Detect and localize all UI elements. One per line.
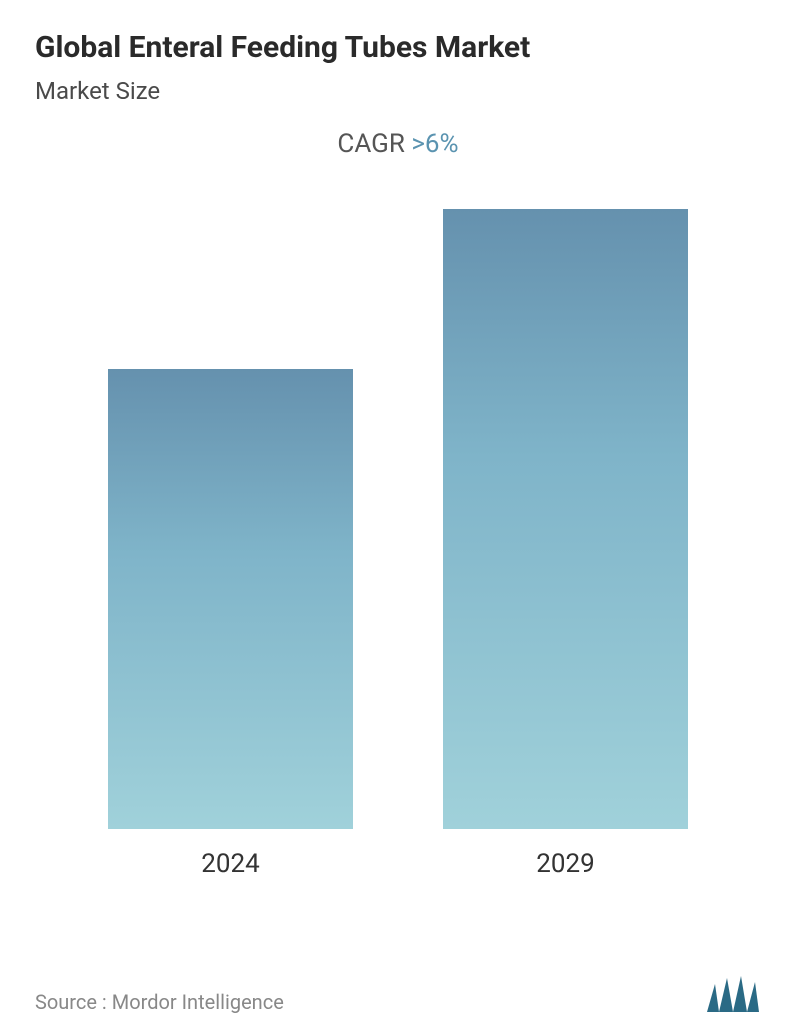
source-text: Source : Mordor Intelligence [35, 990, 284, 1014]
chart-area: 2024 2029 [35, 259, 761, 879]
chart-title: Global Enteral Feeding Tubes Market [35, 30, 761, 65]
bar-wrapper-0: 2024 [108, 369, 353, 879]
bar-2029 [443, 209, 688, 829]
bar-2024 [108, 369, 353, 829]
bar-wrapper-1: 2029 [443, 209, 688, 879]
bar-label-2024: 2024 [201, 849, 259, 879]
cagr-prefix: CAGR [337, 129, 411, 159]
chart-subtitle: Market Size [35, 77, 761, 105]
logo-icon [705, 974, 761, 1014]
bar-label-2029: 2029 [536, 849, 594, 879]
cagr-value: >6% [411, 129, 458, 159]
cagr-label: CAGR >6% [35, 129, 761, 159]
footer: Source : Mordor Intelligence [35, 974, 761, 1014]
